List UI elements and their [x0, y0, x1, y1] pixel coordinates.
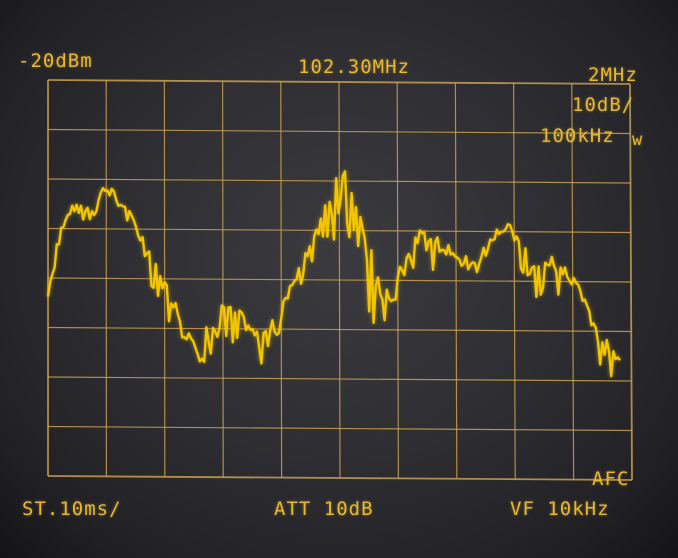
graticule-line	[47, 227, 631, 234]
graticule-line	[47, 128, 631, 135]
graticule-line	[47, 178, 631, 184]
graticule-line	[47, 326, 632, 333]
graticule-line	[47, 376, 632, 382]
graticule-line	[47, 475, 633, 481]
sweep-time-label: ST.10ms/	[22, 498, 122, 520]
rbw-label: 100kHz	[540, 125, 615, 147]
afc-label: AFC	[592, 468, 630, 490]
rbw-suffix-mark: w	[632, 130, 644, 150]
reference-level-label: -20dBm	[18, 50, 93, 72]
video-filter-label: VF 10kHz	[510, 498, 610, 520]
attenuation-label: ATT 10dB	[274, 498, 374, 520]
spectrum-trace	[46, 170, 621, 378]
scale-label: 10dB/	[572, 94, 635, 116]
center-frequency-label: 102.30MHz	[298, 56, 410, 78]
graticule	[47, 79, 633, 481]
graticule-line	[47, 277, 632, 283]
span-label: 2MHz	[588, 64, 638, 86]
graticule-line	[47, 79, 631, 85]
graticule-line	[47, 425, 632, 432]
